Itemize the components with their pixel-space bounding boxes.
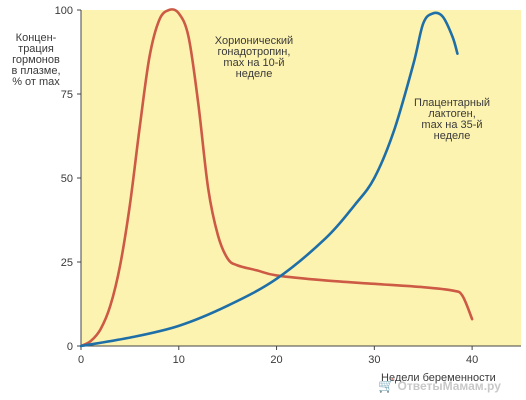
y-axis-label-line: трация xyxy=(18,43,54,55)
ticks: 0 25 50 75 100 0 10 20 30 40 xyxy=(55,5,479,366)
annotation-line: max на 10-й xyxy=(223,57,284,69)
y-tick-label: 25 xyxy=(61,257,73,269)
y-axis-label-text: Концен-трация гормонов в плазме,% от max xyxy=(11,32,60,88)
x-tick-label: 40 xyxy=(466,354,478,366)
shopping-cart-icon: 🛒 xyxy=(378,378,395,393)
series-group xyxy=(79,8,474,348)
annotation-line: Хорионический xyxy=(215,35,293,47)
y-axis-label-line: гормонов xyxy=(12,54,60,66)
annotations: Хорионический гонадотропин, max на 10-й нед… xyxy=(215,35,490,142)
y-axis-label-line: Концен- xyxy=(16,32,57,44)
annotation-placental-lactogen: Плацентарный лактоген, max на 35-й неделе xyxy=(414,97,490,142)
y-axis-label-line: в плазме, xyxy=(11,65,60,77)
y-tick-label: 75 xyxy=(61,89,73,101)
plot-background xyxy=(81,10,521,346)
y-tick-label: 50 xyxy=(61,173,73,185)
annotation-line: неделе xyxy=(434,130,471,142)
y-tick-label: 0 xyxy=(67,341,73,353)
x-tick-label: 30 xyxy=(368,354,380,366)
series-line-placental-lactogen xyxy=(79,11,459,348)
annotation-line: max на 35-й xyxy=(421,119,482,131)
watermark-text: ОтветыМамам.ру xyxy=(397,379,501,393)
x-tick-label: 10 xyxy=(173,354,185,366)
annotation-line: неделе xyxy=(236,68,273,80)
x-tick-label: 0 xyxy=(78,354,84,366)
annotation-line: гонадотропин, xyxy=(218,46,291,58)
x-axis-label: Недели беременности xyxy=(381,372,496,384)
watermark: 🛒 ОтветыМамам.ру xyxy=(378,378,501,394)
series-line-hcg xyxy=(79,8,474,348)
annotation-line: Плацентарный xyxy=(414,97,490,109)
y-axis-label-line: % от max xyxy=(12,76,60,88)
annotation-hcg: Хорионический гонадотропин, max на 10-й нед… xyxy=(215,35,293,80)
y-axis-label: Концен-трация гормонов в плазме,% от max xyxy=(11,32,60,88)
x-tick-label: 20 xyxy=(270,354,282,366)
annotation-line: лактоген, xyxy=(428,108,476,120)
y-tick-label: 100 xyxy=(55,5,73,17)
